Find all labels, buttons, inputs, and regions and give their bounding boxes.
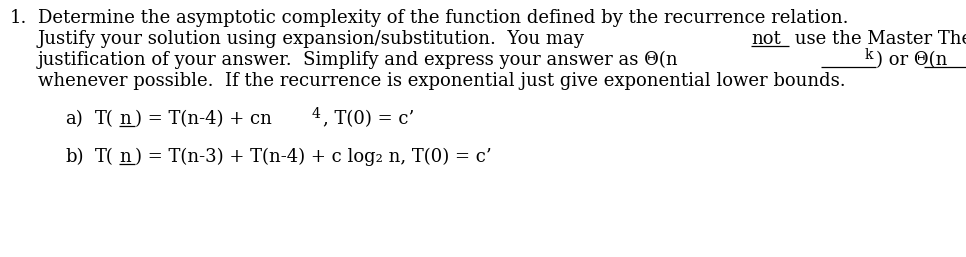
Text: justification of your answer.  Simplify and express your answer as Θ(n: justification of your answer. Simplify a… [38,51,679,69]
Text: b): b) [65,148,83,166]
Text: not: not [751,30,781,48]
Text: 4: 4 [311,107,320,121]
Text: Justify your solution using expansion/substitution.  You may: Justify your solution using expansion/su… [38,30,590,48]
Text: n: n [120,110,131,128]
Text: , T(0) = c’: , T(0) = c’ [323,110,414,128]
Text: ) or: ) or [875,51,914,69]
Text: whenever possible.  If the recurrence is exponential just give exponential lower: whenever possible. If the recurrence is … [38,72,845,90]
Text: n: n [120,148,131,166]
Text: k: k [865,48,873,62]
Text: T(: T( [95,148,114,166]
Text: Determine the asymptotic complexity of the function defined by the recurrence re: Determine the asymptotic complexity of t… [38,9,848,27]
Text: ) or Θ(n: ) or Θ(n [875,51,947,69]
Text: justification of your answer.  Simplify and express your answer as: justification of your answer. Simplify a… [38,51,645,69]
Text: 1.: 1. [10,9,27,27]
Text: T(: T( [95,110,114,128]
Text: ) = T(n-3) + T(n-4) + c log₂ n, T(0) = c’: ) = T(n-3) + T(n-4) + c log₂ n, T(0) = c… [134,148,492,166]
Text: use the Master Theorem as: use the Master Theorem as [789,30,966,48]
Text: a): a) [65,110,83,128]
Text: ) = T(n-4) + cn: ) = T(n-4) + cn [134,110,271,128]
